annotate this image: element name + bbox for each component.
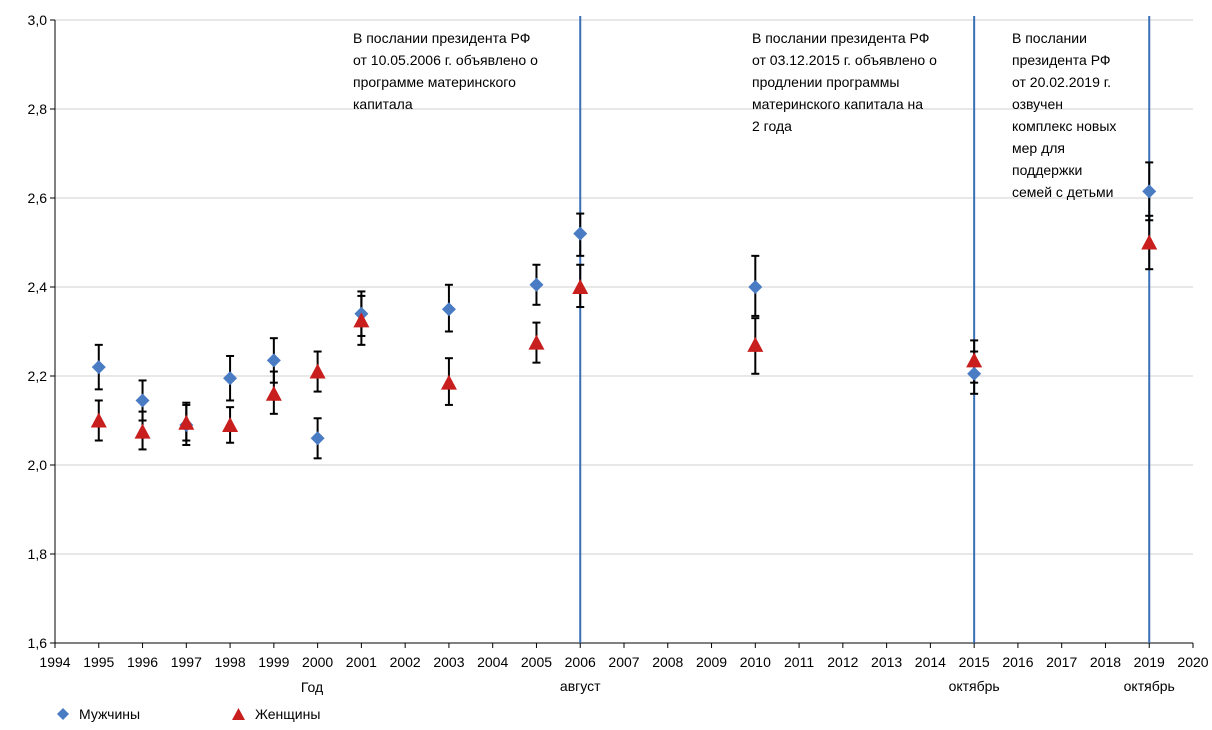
x-tick-label: 2020 [1177, 654, 1208, 670]
point-women [135, 424, 151, 439]
x-tick-label: 2011 [784, 654, 814, 670]
point-women [178, 415, 194, 430]
y-tick-label: 2,8 [28, 101, 48, 117]
point-women [91, 413, 107, 428]
annotations: В послании президента РФ от 10.05.2006 г.… [353, 30, 1116, 200]
legend-men-label: Мужчины [79, 706, 140, 722]
x-tick-label: 2009 [696, 654, 727, 670]
x-tick-label: 2015 [959, 654, 990, 670]
y-tick-label: 2,6 [28, 190, 48, 206]
point-men [311, 431, 325, 445]
point-women [1141, 235, 1157, 250]
x-tick-label: 2007 [608, 654, 639, 670]
annotation-line: В послании [1012, 30, 1087, 46]
x-tick-label: 2001 [346, 654, 377, 670]
x-tick-label: 2004 [477, 654, 508, 670]
y-tick-label: 2,0 [28, 457, 48, 473]
legend-triangle-icon [232, 708, 245, 720]
x-sublabel: август [560, 678, 601, 694]
annotation-line: В послании президента РФ [353, 30, 530, 46]
x-tick-label: 2016 [1002, 654, 1033, 670]
annotation-line: семей с детьми [1012, 184, 1113, 200]
point-men [1142, 184, 1156, 198]
annotation-line: комплекс новых [1012, 118, 1116, 134]
x-sublabel: октябрь [1124, 678, 1175, 694]
y-tick-label: 1,8 [28, 546, 48, 562]
x-tick-label: 1998 [214, 654, 245, 670]
point-women [966, 352, 982, 367]
annotation-line: президента РФ [1012, 52, 1111, 68]
point-women [528, 335, 544, 350]
annotation-line: мер для [1012, 140, 1065, 156]
point-women [222, 417, 238, 432]
x-tick-label: 2006 [565, 654, 596, 670]
x-tick-label: 2003 [433, 654, 464, 670]
x-tick-label: 2010 [740, 654, 771, 670]
x-tick-label: 2019 [1134, 654, 1165, 670]
y-tick-labels: 1,6 1,8 2,0 2,2 2,4 2,6 2,8 3,0 [28, 12, 48, 651]
annotation-line: материнского капитала на [752, 96, 923, 112]
legend-women: Женщины [232, 706, 320, 722]
annotation-line: от 20.02.2019 г. [1012, 74, 1111, 90]
legend-men: Мужчины [57, 706, 140, 722]
error-bars [95, 162, 1153, 458]
x-axis-label: Год [301, 679, 323, 695]
annotation-line: озвучен [1012, 96, 1063, 112]
annotation-line: поддержки [1012, 162, 1082, 178]
point-women [310, 364, 326, 379]
point-men [748, 280, 762, 294]
point-women [747, 337, 763, 352]
x-tick-label: 2017 [1046, 654, 1077, 670]
x-tick-label: 2002 [390, 654, 421, 670]
point-men [442, 302, 456, 316]
y-tick-label: 2,4 [28, 279, 48, 295]
x-tick-label: 1995 [83, 654, 114, 670]
x-sublabel: октябрь [949, 678, 1000, 694]
point-men [573, 227, 587, 241]
x-tick-label: 2012 [827, 654, 858, 670]
x-tick-label: 1999 [258, 654, 289, 670]
x-tick-label: 1997 [171, 654, 202, 670]
annotation-line: 2 года [752, 118, 792, 134]
point-men [92, 360, 106, 374]
x-tick-label: 1994 [39, 654, 70, 670]
point-men [267, 353, 281, 367]
point-women [266, 386, 282, 401]
annotation-line: от 03.12.2015 г. объявлено о [752, 52, 937, 68]
y-tick-label: 2,2 [28, 368, 48, 384]
annotation-line: В послании президента РФ [752, 30, 929, 46]
annotation-line: от 10.05.2006 г. объявлено о [353, 52, 538, 68]
x-tick-label: 2005 [521, 654, 552, 670]
point-men [136, 393, 150, 407]
x-tick-label: 2008 [652, 654, 683, 670]
x-tick-label: 2018 [1090, 654, 1121, 670]
x-tick-label: 2014 [915, 654, 946, 670]
x-tick-labels: 1994 1995 1996 1997 1998 1999 2000 2001 2002 2003… [39, 654, 1208, 694]
legend-women-label: Женщины [255, 706, 320, 722]
legend-diamond-icon [57, 708, 69, 720]
annotation-line: капитала [353, 96, 413, 112]
x-tick-label: 1996 [127, 654, 158, 670]
point-men [529, 278, 543, 292]
point-men [967, 367, 981, 381]
point-women [441, 375, 457, 390]
y-tick-label: 1,6 [28, 635, 48, 651]
point-men [223, 371, 237, 385]
x-tick-label: 2013 [871, 654, 902, 670]
annotation-line: продлении программы [752, 74, 899, 90]
y-tick-label: 3,0 [28, 12, 48, 28]
data-points [91, 184, 1157, 445]
x-tick-label: 2000 [302, 654, 333, 670]
annotation-line: программе материнского [353, 74, 516, 90]
